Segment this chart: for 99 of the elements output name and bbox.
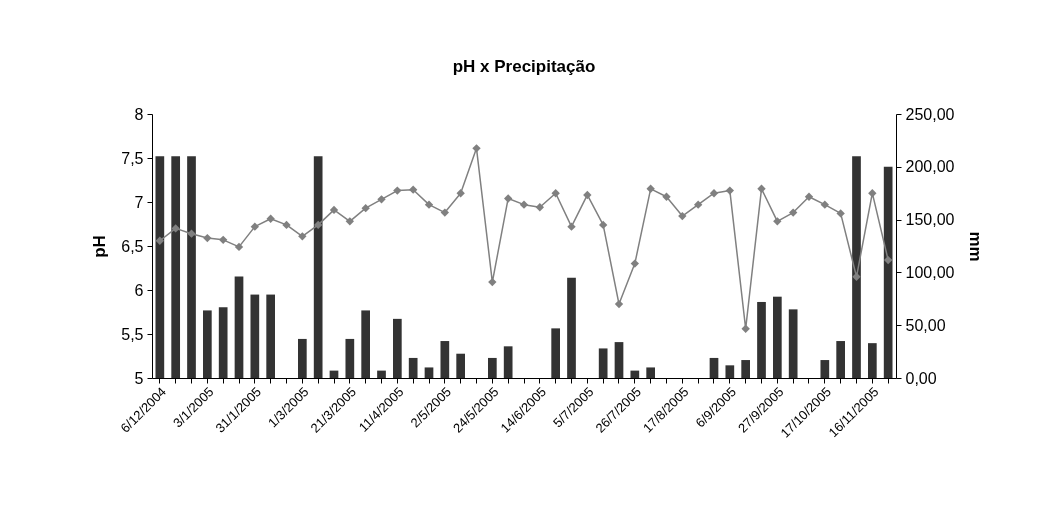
bar: [567, 277, 576, 378]
bar: [646, 367, 656, 378]
bar: [709, 357, 719, 378]
bar: [440, 341, 450, 378]
point: [852, 272, 861, 281]
point: [203, 233, 212, 243]
y-tick-label: 7,5: [121, 149, 144, 167]
bar: [187, 156, 196, 378]
point: [709, 189, 719, 198]
bar: [757, 301, 766, 378]
bar: [424, 367, 434, 378]
point: [440, 208, 450, 217]
point: [646, 184, 655, 193]
point: [583, 190, 592, 200]
point: [187, 229, 196, 238]
point: [614, 299, 624, 309]
point: [503, 194, 513, 203]
point: [804, 192, 814, 201]
y-tick-label: 6: [134, 281, 144, 299]
point: [171, 224, 180, 233]
point: [250, 222, 260, 231]
point: [266, 214, 275, 223]
bar: [392, 318, 402, 378]
y2-tick-label: 200,00: [905, 158, 955, 176]
bar: [836, 341, 846, 378]
y-tick-label: 5: [134, 369, 144, 387]
point: [234, 242, 244, 252]
y2-tick-label: 0,00: [905, 369, 937, 387]
point: [218, 235, 228, 245]
point: [567, 222, 576, 231]
bar: [883, 166, 893, 378]
y-tick-label: 8: [134, 105, 144, 123]
bar: [852, 156, 861, 378]
y-tick-label: 5,5: [121, 325, 144, 343]
y2-tick-label: 250,00: [905, 105, 955, 123]
chart-title: pH x Precipitação: [452, 57, 596, 76]
point: [313, 220, 323, 230]
bar: [266, 294, 276, 378]
bar: [456, 353, 466, 378]
point: [535, 203, 545, 212]
point: [393, 186, 402, 195]
point: [298, 232, 307, 241]
bar: [345, 338, 355, 378]
point: [836, 209, 845, 218]
bar: [551, 328, 561, 378]
bar: [250, 294, 260, 378]
bar: [361, 310, 371, 378]
point: [693, 200, 703, 209]
bar: [155, 156, 165, 378]
bar: [408, 357, 418, 378]
bar: [313, 156, 323, 378]
bar: [614, 342, 624, 378]
bar: [725, 365, 735, 378]
point: [345, 217, 355, 226]
point: [377, 195, 386, 204]
bar: [867, 343, 877, 378]
bar: [297, 338, 307, 378]
bar: [820, 360, 830, 378]
point: [725, 186, 735, 195]
y-tick-label: 7: [134, 193, 144, 211]
y-tick-label: 6,5: [121, 237, 144, 255]
y2-axis-title: mm: [966, 231, 986, 262]
bar: [171, 156, 181, 378]
y2-tick-label: 50,00: [905, 316, 946, 334]
point: [630, 259, 640, 268]
point: [820, 200, 830, 209]
bar: [630, 370, 640, 378]
point: [678, 211, 687, 221]
bar: [788, 309, 798, 378]
point: [456, 189, 465, 198]
point: [773, 217, 782, 226]
bar: [741, 360, 751, 378]
bar: [772, 296, 782, 378]
point: [662, 192, 671, 201]
bar: [202, 310, 212, 378]
point: [472, 144, 481, 153]
bar: [503, 346, 513, 378]
y2-tick-label: 100,00: [905, 263, 955, 281]
point: [741, 324, 750, 333]
point: [282, 220, 291, 230]
point: [868, 189, 877, 198]
bar: [598, 348, 608, 378]
point: [788, 208, 798, 217]
point: [598, 220, 608, 230]
point: [424, 200, 434, 209]
point: [757, 184, 766, 193]
point: [519, 200, 529, 209]
point: [329, 205, 339, 215]
point: [408, 185, 418, 194]
y-axis-title: pH: [90, 235, 110, 258]
bar: [487, 357, 497, 378]
bar: [234, 276, 244, 378]
bar: [218, 307, 228, 378]
point: [155, 236, 165, 245]
point: [361, 203, 370, 213]
point: [551, 189, 560, 198]
point: [883, 255, 893, 265]
y2-tick-label: 150,00: [905, 211, 955, 229]
bar: [377, 370, 386, 378]
